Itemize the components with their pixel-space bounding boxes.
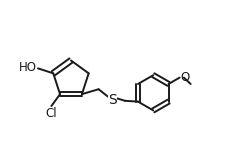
Text: Cl: Cl xyxy=(46,107,57,120)
Text: HO: HO xyxy=(19,61,37,74)
Text: S: S xyxy=(108,93,117,107)
Text: O: O xyxy=(181,71,190,84)
